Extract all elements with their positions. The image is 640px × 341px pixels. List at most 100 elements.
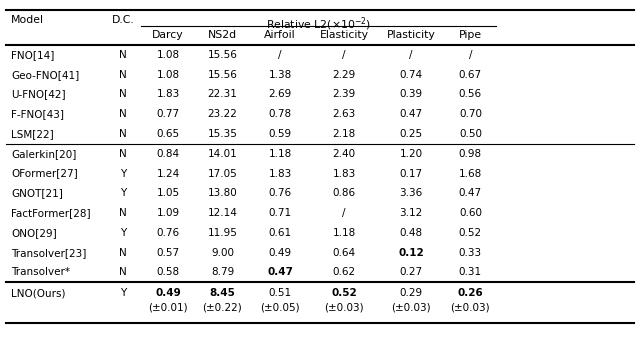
Text: N: N: [119, 248, 127, 258]
Text: N: N: [119, 129, 127, 139]
Text: N: N: [119, 89, 127, 100]
Text: 12.14: 12.14: [207, 208, 237, 218]
Text: U-FNO[42]: U-FNO[42]: [12, 89, 66, 100]
Text: 15.35: 15.35: [207, 129, 237, 139]
Text: FNO[14]: FNO[14]: [12, 50, 55, 60]
Text: 2.29: 2.29: [332, 70, 356, 80]
Text: N: N: [119, 109, 127, 119]
Text: 0.27: 0.27: [399, 267, 423, 278]
Text: 1.20: 1.20: [399, 149, 423, 159]
Text: 0.51: 0.51: [268, 288, 292, 298]
Text: /: /: [278, 50, 282, 60]
Text: /: /: [410, 50, 413, 60]
Text: Darcy: Darcy: [152, 30, 184, 41]
Text: OFormer[27]: OFormer[27]: [12, 168, 78, 179]
Text: 1.08: 1.08: [156, 70, 180, 80]
Text: 1.83: 1.83: [268, 168, 292, 179]
Text: 0.64: 0.64: [332, 248, 356, 258]
Text: 0.57: 0.57: [156, 248, 180, 258]
Text: 0.56: 0.56: [459, 89, 482, 100]
Text: 8.45: 8.45: [209, 288, 236, 298]
Text: 0.33: 0.33: [459, 248, 482, 258]
Text: 0.29: 0.29: [399, 288, 423, 298]
Text: 13.80: 13.80: [207, 188, 237, 198]
Text: 15.56: 15.56: [207, 50, 237, 60]
Text: 0.17: 0.17: [399, 168, 423, 179]
Text: Y: Y: [120, 188, 126, 198]
Text: Elasticity: Elasticity: [319, 30, 369, 41]
Text: 3.12: 3.12: [399, 208, 423, 218]
Text: 0.47: 0.47: [459, 188, 482, 198]
Text: 0.60: 0.60: [459, 208, 482, 218]
Text: 22.31: 22.31: [207, 89, 237, 100]
Text: Y: Y: [120, 168, 126, 179]
Text: Airfoil: Airfoil: [264, 30, 296, 41]
Text: 0.49: 0.49: [155, 288, 181, 298]
Text: Geo-FNO[41]: Geo-FNO[41]: [12, 70, 79, 80]
Text: 17.05: 17.05: [207, 168, 237, 179]
Text: 1.18: 1.18: [332, 228, 356, 238]
Text: /: /: [342, 208, 346, 218]
Text: NS2d: NS2d: [208, 30, 237, 41]
Text: /: /: [468, 50, 472, 60]
Text: Galerkin[20]: Galerkin[20]: [12, 149, 77, 159]
Text: ONO[29]: ONO[29]: [12, 228, 57, 238]
Text: 0.25: 0.25: [399, 129, 423, 139]
Text: 1.68: 1.68: [459, 168, 482, 179]
Text: /: /: [342, 50, 346, 60]
Text: 14.01: 14.01: [207, 149, 237, 159]
Text: 0.77: 0.77: [156, 109, 180, 119]
Text: 1.18: 1.18: [268, 149, 292, 159]
Text: 0.62: 0.62: [332, 267, 356, 278]
Text: 0.12: 0.12: [398, 248, 424, 258]
Text: 23.22: 23.22: [207, 109, 237, 119]
Text: Transolver*: Transolver*: [12, 267, 70, 278]
Text: LSM[22]: LSM[22]: [12, 129, 54, 139]
Text: 0.71: 0.71: [268, 208, 292, 218]
Text: D.C.: D.C.: [112, 15, 134, 25]
Text: 0.67: 0.67: [459, 70, 482, 80]
Text: Model: Model: [12, 15, 44, 25]
Text: (±0.03): (±0.03): [324, 302, 364, 312]
Text: 0.52: 0.52: [459, 228, 482, 238]
Text: 1.83: 1.83: [332, 168, 356, 179]
Text: 0.47: 0.47: [399, 109, 423, 119]
Text: GNOT[21]: GNOT[21]: [12, 188, 63, 198]
Text: 1.05: 1.05: [156, 188, 180, 198]
Text: Y: Y: [120, 288, 126, 298]
Text: 0.74: 0.74: [399, 70, 423, 80]
Text: 0.58: 0.58: [156, 267, 180, 278]
Text: (±0.01): (±0.01): [148, 302, 188, 312]
Text: Pipe: Pipe: [459, 30, 482, 41]
Text: 0.84: 0.84: [156, 149, 180, 159]
Text: (±0.03): (±0.03): [392, 302, 431, 312]
Text: 0.39: 0.39: [399, 89, 423, 100]
Text: (±0.03): (±0.03): [451, 302, 490, 312]
Text: 0.76: 0.76: [268, 188, 292, 198]
Text: 2.18: 2.18: [332, 129, 356, 139]
Text: (±0.05): (±0.05): [260, 302, 300, 312]
Text: 0.61: 0.61: [268, 228, 292, 238]
Text: 0.76: 0.76: [156, 228, 180, 238]
Text: 0.70: 0.70: [459, 109, 482, 119]
Text: 0.52: 0.52: [331, 288, 357, 298]
Text: 9.00: 9.00: [211, 248, 234, 258]
Text: 0.47: 0.47: [267, 267, 293, 278]
Text: 2.40: 2.40: [332, 149, 356, 159]
Text: 1.24: 1.24: [156, 168, 180, 179]
Text: 0.26: 0.26: [458, 288, 483, 298]
Text: 0.50: 0.50: [459, 129, 482, 139]
Text: 1.83: 1.83: [156, 89, 180, 100]
Text: 15.56: 15.56: [207, 70, 237, 80]
Text: 0.49: 0.49: [268, 248, 292, 258]
Text: N: N: [119, 70, 127, 80]
Text: 3.36: 3.36: [399, 188, 423, 198]
Text: Transolver[23]: Transolver[23]: [12, 248, 87, 258]
Text: 0.65: 0.65: [156, 129, 180, 139]
Text: 0.59: 0.59: [268, 129, 292, 139]
Text: 1.08: 1.08: [156, 50, 180, 60]
Text: N: N: [119, 208, 127, 218]
Text: (±0.22): (±0.22): [202, 302, 243, 312]
Text: Y: Y: [120, 228, 126, 238]
Text: Plasticity: Plasticity: [387, 30, 436, 41]
